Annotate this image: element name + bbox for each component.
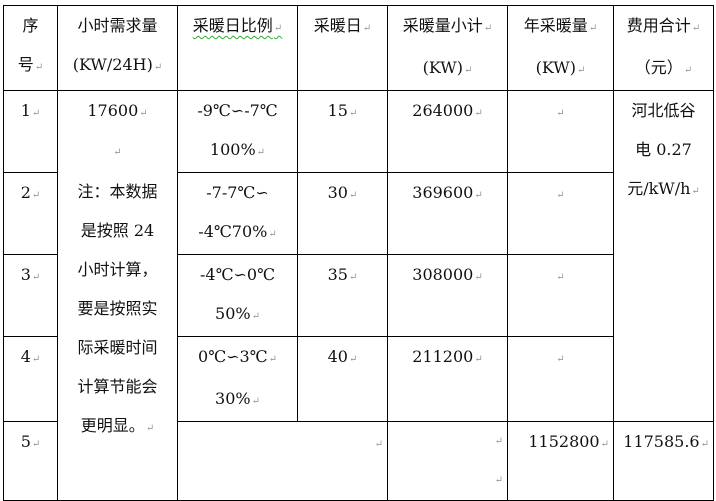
cell-empty: ↵ ↵ xyxy=(387,421,508,501)
subtotal-value: 264000 xyxy=(412,101,482,120)
ratio-range: 0℃∽3℃ xyxy=(198,347,277,366)
seq-value: 4 xyxy=(21,347,41,366)
header-ratio: 采暖日比例 xyxy=(177,5,298,91)
cost-total-value: 117585.6 xyxy=(623,432,709,451)
price-line: 电 0.27 xyxy=(635,140,692,159)
cell-annual: ↵ xyxy=(507,336,614,422)
ratio-percent: 30% xyxy=(215,389,260,408)
header-hourly: 小时需求量 (KW/24H) xyxy=(57,5,178,91)
subtotal-value: 211200 xyxy=(412,347,482,366)
price-line: 元/kW/h xyxy=(627,179,700,198)
cell-days: 15 xyxy=(297,90,388,173)
cell-ratio: 0℃∽3℃ 30% xyxy=(177,336,298,422)
header-cost: 费用合计 （元） xyxy=(613,5,714,91)
table-row: 4 0℃∽3℃ 30% 40 211200 ↵ xyxy=(3,336,714,422)
subtotal-value: 369600 xyxy=(412,183,482,202)
header-days: 采暖日 xyxy=(297,5,388,91)
header-days-text: 采暖日 xyxy=(314,16,371,35)
days-value: 30 xyxy=(328,183,358,202)
header-seq-line1: 序 xyxy=(22,16,39,35)
cell-days: 30 xyxy=(297,172,388,255)
days-value: 15 xyxy=(328,101,358,120)
cell-annual-total: 1152800 xyxy=(507,421,614,501)
ratio-percent: -4℃70% xyxy=(198,222,276,241)
header-hourly-line1: 小时需求量 xyxy=(77,16,158,35)
seq-value: 5 xyxy=(21,432,41,451)
cell-seq: 2 xyxy=(3,172,58,255)
ratio-range: -4℃∽0℃ xyxy=(200,265,275,284)
ratio-percent: 100% xyxy=(210,140,265,159)
seq-value: 3 xyxy=(21,265,41,284)
cell-ratio: -9℃∽-7℃ 100% xyxy=(177,90,298,173)
cell-hourly-note: 17600 ↵ 注：本数据 是按照 24 小时计算， 要是按照实 际采暖时间 计… xyxy=(57,90,178,501)
note-line: 更明显。 xyxy=(81,416,154,435)
cell-price-note: 河北低谷 电 0.27 元/kW/h xyxy=(613,90,714,422)
header-subtotal-line2: (KW) xyxy=(423,58,473,77)
ratio-range: -7-7℃∽ xyxy=(206,183,269,202)
note-line: 要是按照实 xyxy=(77,299,158,318)
seq-value: 1 xyxy=(21,101,41,120)
header-cost-line1: 费用合计 xyxy=(627,16,700,35)
cell-annual: ↵ xyxy=(507,90,614,173)
days-value: 40 xyxy=(328,347,358,366)
heating-cost-table: 序号 小时需求量(KW/24H) 采暖日比例 采暖日 采暖量小计(KW) 年采暖… xyxy=(3,5,714,501)
note-line: 是按照 24 xyxy=(80,221,155,240)
ratio-percent: 50% xyxy=(215,304,260,323)
cell-days: 40 xyxy=(297,336,388,422)
note-line: 计算节能会 xyxy=(77,377,158,396)
header-subtotal-line1: 采暖量小计 xyxy=(403,16,492,35)
cell-ratio: -4℃∽0℃ 50% xyxy=(177,254,298,337)
cell-subtotal: 211200 xyxy=(387,336,508,422)
price-line: 河北低谷 xyxy=(631,101,696,120)
cell-subtotal: 264000 xyxy=(387,90,508,173)
cell-cost-total: 117585.6 xyxy=(613,421,714,501)
header-hourly-line2: (KW/24H) xyxy=(73,55,162,74)
note-line: 注：本数据 xyxy=(77,182,158,201)
note-line: 小时计算， xyxy=(77,260,158,279)
empty-paragraph: ↵ xyxy=(113,147,122,158)
cell-annual: ↵ xyxy=(507,172,614,255)
hourly-value: 17600 xyxy=(87,101,147,120)
ratio-range: -9℃∽-7℃ xyxy=(197,101,278,120)
note-line: 际采暖时间 xyxy=(77,338,158,357)
cell-empty-merged: ↵ xyxy=(177,421,388,501)
table-row: 1 17600 ↵ 注：本数据 是按照 24 小时计算， 要是按照实 际采暖时间… xyxy=(3,90,714,501)
header-seq-line2: 号 xyxy=(18,55,43,74)
cell-seq: 5 xyxy=(3,421,58,501)
cell-annual: ↵ xyxy=(507,254,614,337)
header-annual-line2: (KW) xyxy=(536,58,586,77)
seq-value: 2 xyxy=(21,183,41,202)
cell-seq: 3 xyxy=(3,254,58,337)
header-cost-line2: （元） xyxy=(635,58,692,77)
header-subtotal: 采暖量小计 (KW) xyxy=(387,5,508,91)
cell-seq: 4 xyxy=(3,336,58,422)
days-value: 35 xyxy=(328,265,358,284)
cell-days: 35 xyxy=(297,254,388,337)
header-annual: 年采暖量 (KW) xyxy=(507,5,614,91)
header-row: 序号 小时需求量(KW/24H) 采暖日比例 采暖日 采暖量小计(KW) 年采暖… xyxy=(3,5,714,91)
header-seq: 序号 xyxy=(3,5,58,91)
header-ratio-text: 采暖日比例 xyxy=(193,16,282,35)
cell-subtotal: 308000 xyxy=(387,254,508,337)
header-annual-line1: 年采暖量 xyxy=(524,16,597,35)
table-row: 3 -4℃∽0℃ 50% 35 308000 ↵ xyxy=(3,254,714,337)
subtotal-value: 308000 xyxy=(412,265,482,284)
annual-total-value: 1152800 xyxy=(528,432,609,451)
cell-ratio: -7-7℃∽ -4℃70% xyxy=(177,172,298,255)
cell-seq: 1 xyxy=(3,90,58,173)
table-row: 2 -7-7℃∽ -4℃70% 30 369600 ↵ xyxy=(3,172,714,255)
cell-subtotal: 369600 xyxy=(387,172,508,255)
